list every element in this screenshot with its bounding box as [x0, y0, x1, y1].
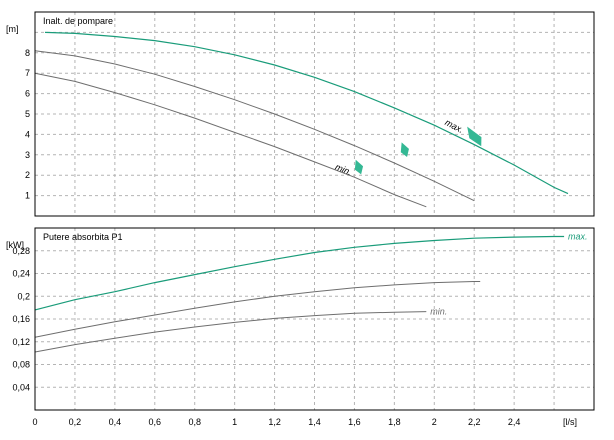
series-line-max	[34, 235, 565, 311]
y-tick-label: 0,12	[12, 337, 30, 347]
head-grid	[35, 12, 594, 216]
head-panel-frame	[34, 11, 595, 217]
head-panel-title: Inalt. de pompare	[43, 16, 113, 26]
power-panel-frame	[34, 227, 595, 411]
power-y-axis-label: [kW]	[6, 240, 24, 250]
x-tick-label: 1,2	[268, 417, 281, 427]
y-tick-label: 8	[25, 48, 30, 58]
y-tick-label: 0,04	[12, 382, 30, 392]
y-tick-label: 5	[25, 109, 30, 119]
head-y-axis-label: [m]	[6, 24, 19, 34]
y-tick-label: 0,2	[17, 291, 30, 301]
x-tick-label: 2	[432, 417, 437, 427]
power-y-tick-labels: 0,04 0,08 0,12 0,16 0,2 0,24 0,28	[12, 246, 30, 393]
x-tick-label: 0,2	[69, 417, 82, 427]
y-tick-label: 1	[25, 191, 30, 201]
y-tick-label: 2	[25, 170, 30, 180]
operating-point-marker	[400, 142, 409, 158]
operating-point-marker	[467, 126, 482, 147]
x-tick-label: 0,8	[188, 417, 201, 427]
head-y-tick-labels: 1 2 3 4 5 6 7 8	[25, 48, 30, 201]
series-line-min	[34, 311, 427, 353]
y-tick-label: 0,08	[12, 360, 30, 370]
x-tick-label: 0,4	[109, 417, 122, 427]
y-tick-label: 0,28	[12, 246, 30, 256]
series-label-max: max.	[568, 232, 588, 242]
x-axis-label: [l/s]	[563, 417, 577, 427]
series-line-mid	[34, 50, 475, 202]
head-operating-markers	[354, 126, 482, 175]
series-line-mid	[34, 281, 481, 338]
power-series-labels: max. min.	[430, 232, 587, 317]
x-tick-label: 0	[32, 417, 37, 427]
y-tick-label: 4	[25, 129, 30, 139]
x-tick-label: 2,4	[508, 417, 521, 427]
power-panel-title: Putere absorbita P1	[43, 232, 123, 242]
series-line-max	[44, 31, 569, 195]
y-tick-label: 7	[25, 68, 30, 78]
x-tick-label: 0,6	[149, 417, 162, 427]
y-tick-label: 0,24	[12, 269, 30, 279]
y-tick-label: 6	[25, 89, 30, 99]
series-line-min	[34, 72, 427, 208]
x-tick-label: 1	[232, 417, 237, 427]
series-label-min: min.	[430, 307, 447, 317]
x-tick-label: 2,2	[468, 417, 481, 427]
x-tick-labels: 0 0,2 0,4 0,6 0,8 1 1,2 1,4 1,6 1,8 2 2,2 2,4	[32, 417, 520, 427]
power-grid	[35, 228, 594, 410]
power-panel: 0,04 0,08 0,12 0,16 0,2 0,24 0,28 0 0,2 0,4 0,6 0,…	[6, 227, 595, 427]
x-tick-label: 1,8	[388, 417, 401, 427]
x-tick-label: 1,4	[308, 417, 321, 427]
y-tick-label: 0,16	[12, 314, 30, 324]
power-series-group	[34, 235, 565, 353]
head-series-group	[34, 31, 569, 208]
y-tick-label: 3	[25, 150, 30, 160]
x-tick-label: 1,6	[348, 417, 361, 427]
operating-point-marker	[354, 159, 364, 175]
